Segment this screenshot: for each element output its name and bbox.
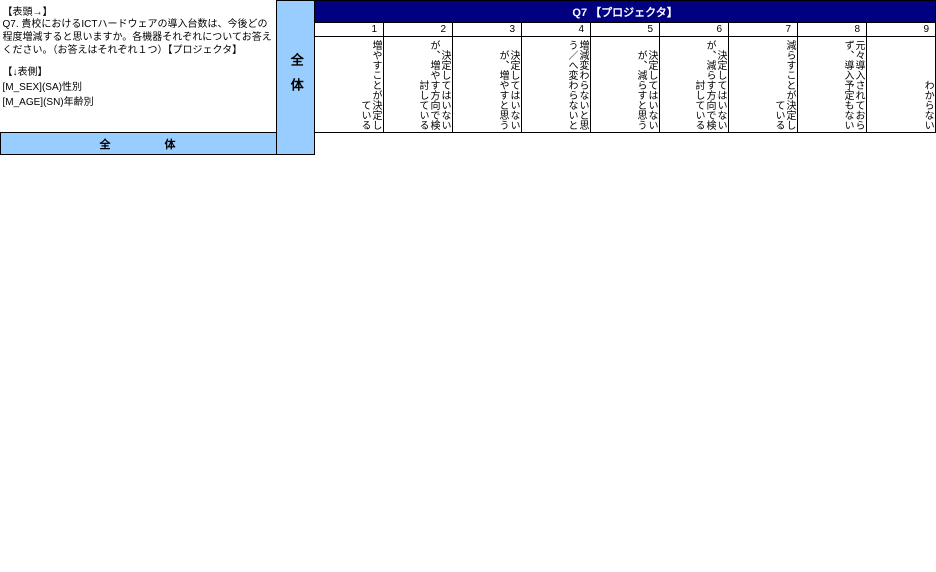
total-row-header: 全 体 bbox=[1, 133, 277, 155]
column-number: 5 bbox=[591, 23, 660, 37]
column-number: 7 bbox=[729, 23, 798, 37]
column-number: 6 bbox=[660, 23, 729, 37]
column-number: 9 bbox=[867, 23, 936, 37]
column-number: 4 bbox=[522, 23, 591, 37]
desc-line2: Q7. 貴校におけるICTハードウェアの導入台数は、今後どの程度増減すると思いま… bbox=[3, 18, 275, 57]
column-label: 元々導入されておらず、導入予定もない bbox=[798, 37, 867, 133]
column-number: 2 bbox=[384, 23, 453, 37]
question-header: Q7 【プロジェクタ】 bbox=[315, 1, 936, 23]
crosstab-table: 【表頭→】 Q7. 貴校におけるICTハードウェアの導入台数は、今後どの程度増減… bbox=[0, 0, 936, 155]
desc-line3: 【↓表側】 bbox=[3, 63, 275, 78]
desc-line1: 【表頭→】 bbox=[3, 3, 275, 18]
column-label: 決定してはいないが、減らす方向で検討している bbox=[660, 37, 729, 133]
column-label: 減らすことが決定している bbox=[729, 37, 798, 133]
desc-line4: [M_SEX](SA)性別 bbox=[3, 78, 275, 93]
total-column-header: 全体 bbox=[277, 1, 315, 155]
column-label: わからない bbox=[867, 37, 936, 133]
column-label: 決定してはいないが、減らすと思う bbox=[591, 37, 660, 133]
column-number: 3 bbox=[453, 23, 522, 37]
desc-line5: [M_AGE](SN)年齢別 bbox=[3, 93, 275, 108]
column-label: 決定してはいないが、増やす方向で検討している bbox=[384, 37, 453, 133]
description-cell: 【表頭→】 Q7. 貴校におけるICTハードウェアの導入台数は、今後どの程度増減… bbox=[1, 1, 277, 133]
column-label: 増減変わらないと思う／へ変わらないと bbox=[522, 37, 591, 133]
column-number: 1 bbox=[315, 23, 384, 37]
column-label: 増やすことが決定している bbox=[315, 37, 384, 133]
column-label: 決定してはいないが、増やすと思う bbox=[453, 37, 522, 133]
column-number: 8 bbox=[798, 23, 867, 37]
